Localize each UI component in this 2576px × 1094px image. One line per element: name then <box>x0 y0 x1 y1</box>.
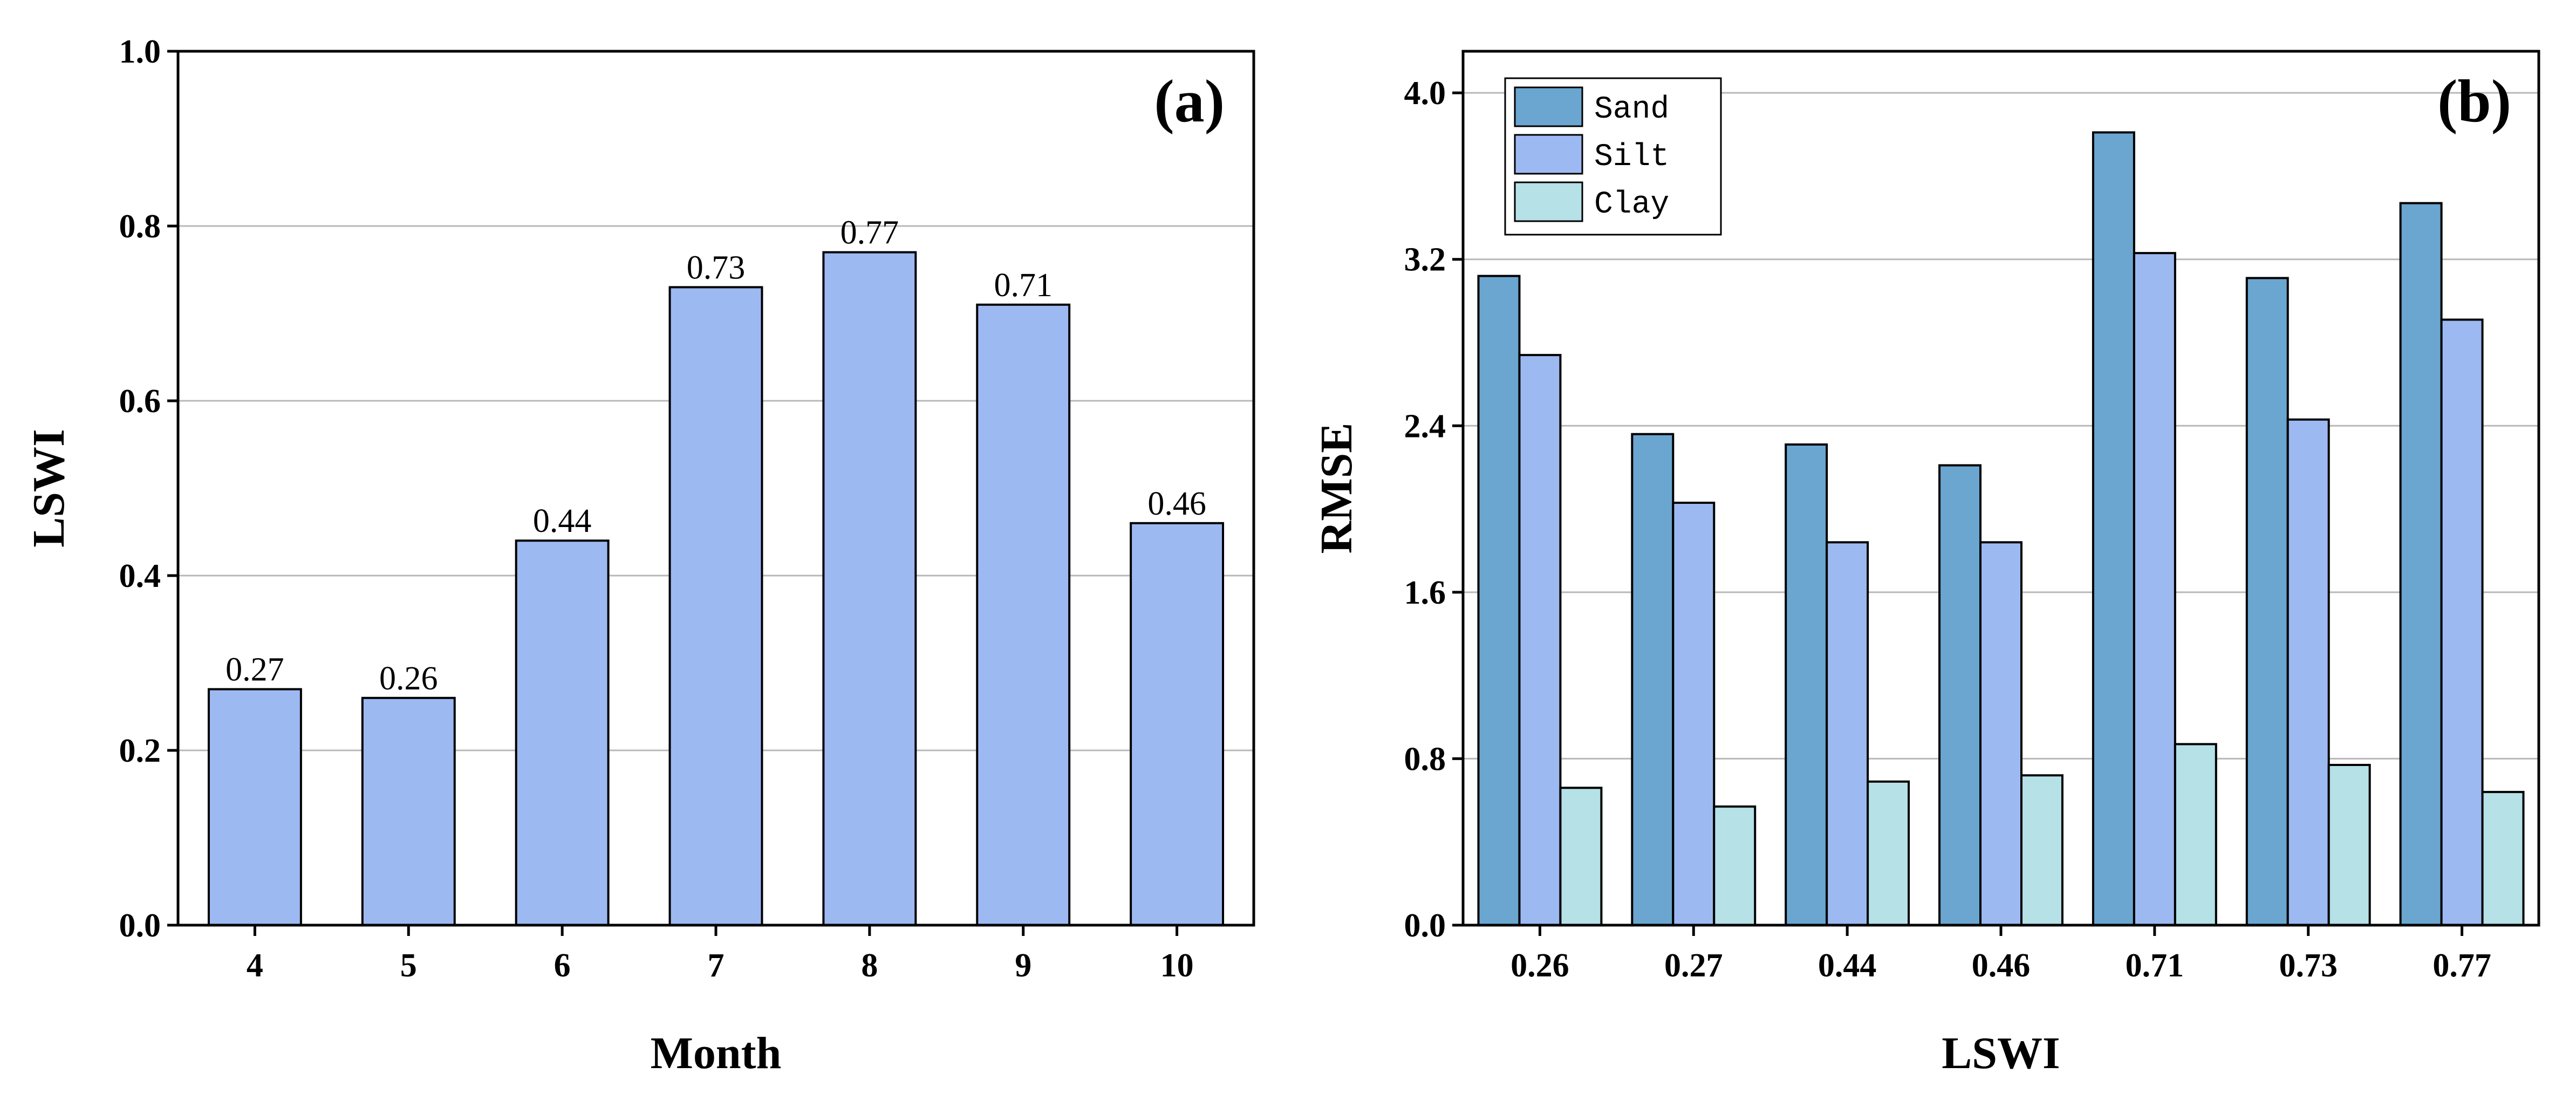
panel-b-bar-clay <box>2174 743 2217 927</box>
panel-b-bar-silt <box>1979 541 2022 926</box>
panel-a-bar <box>668 286 763 926</box>
panel-a-bar <box>976 303 1071 926</box>
panel-b-y-tick-label: 0.8 <box>1404 741 1446 777</box>
panel-a-bar <box>361 696 456 927</box>
legend-swatch-silt <box>1514 134 1583 175</box>
panel-a-data-label: 0.73 <box>687 249 746 286</box>
panel-a-data-label: 0.46 <box>1147 486 1206 522</box>
panel-b-bar-clay <box>2020 774 2063 927</box>
panel-b-bar-sand <box>2399 202 2443 927</box>
legend-swatch-clay <box>1514 181 1583 222</box>
panel-a-x-tick-label: 5 <box>400 947 417 984</box>
panel-b-bar-silt <box>2440 318 2484 926</box>
panel-b-bar-silt <box>1672 502 1716 926</box>
panel-b-label: (b) <box>2437 68 2511 135</box>
panel-b-y-tick-label: 2.4 <box>1404 408 1446 445</box>
panel-a-label: (a) <box>1154 68 1225 135</box>
legend-swatch-sand <box>1514 86 1583 127</box>
panel-b-y-tick-label: 0.0 <box>1404 907 1446 944</box>
panel-b-x-tick-label: 0.44 <box>1818 947 1877 984</box>
panel-a-y-tick-label: 0.4 <box>119 558 161 594</box>
panel-a-y-axis-title: LSWI <box>24 429 74 547</box>
panel-b-bar-silt <box>2286 418 2330 926</box>
panel-a-bar <box>1130 522 1225 926</box>
panel-b-bar-sand <box>2245 277 2289 926</box>
panel-b-legend: Sand Silt Clay <box>1504 77 1722 236</box>
panel-a-x-tick-label: 4 <box>247 947 263 984</box>
panel-b-x-axis-title: LSWI <box>1942 1028 2060 1078</box>
panel-a-bar <box>822 251 917 927</box>
panel-a-bar <box>515 539 610 926</box>
legend-label-silt: Silt <box>1594 140 1669 175</box>
panel-b-bar-clay <box>1867 780 1910 927</box>
panel-b-x-tick-label: 0.73 <box>2279 947 2338 984</box>
panel-b-y-tick-label: 4.0 <box>1404 75 1446 112</box>
panel-b-y-tick-label: 1.6 <box>1404 575 1446 611</box>
panel-a-data-label: 0.44 <box>533 503 592 539</box>
panel-a-x-tick-label: 8 <box>861 947 878 984</box>
panel-b-bar-clay <box>2481 791 2525 926</box>
panel-b-x-tick-label: 0.26 <box>1511 947 1569 984</box>
legend-label-clay: Clay <box>1594 187 1669 222</box>
panel-a-y-tick-label: 0.6 <box>119 383 161 420</box>
panel-b-bar-sand <box>1938 464 1982 926</box>
panel-a-chart: 0.27 0.26 0.44 0.73 0.77 0.71 0.46 0.0 0.2 0.4 0.… <box>24 33 1255 1078</box>
panel-a-y-tick-label: 0.2 <box>119 733 161 769</box>
panel-b-bar-clay <box>1559 787 1603 927</box>
panel-b-x-tick-label: 0.46 <box>1972 947 2031 984</box>
panel-a-data-label: 0.26 <box>379 660 438 697</box>
panel-a-x-tick-label: 9 <box>1015 947 1031 984</box>
panel-b-x-tick-label: 0.77 <box>2432 947 2491 984</box>
panel-b-bar-silt <box>1518 354 1562 927</box>
panel-a-x-tick-label: 7 <box>708 947 725 984</box>
panel-a-y-tick-label: 1.0 <box>119 33 161 70</box>
panel-b-bar-clay <box>1713 805 1757 926</box>
panel-b-x-tick-label: 0.71 <box>2126 947 2184 984</box>
panel-a-y-tick-label: 0.8 <box>119 208 161 245</box>
panel-b-bar-sand <box>2092 131 2135 926</box>
panel-a-data-label: 0.77 <box>841 215 899 251</box>
panel-b-bar-sand <box>1785 443 1828 926</box>
panel-a-bar <box>207 688 302 926</box>
panel-a-data-label: 0.27 <box>226 652 284 688</box>
panel-a-x-axis-title: Month <box>651 1028 782 1078</box>
panel-b-bar-clay <box>2327 764 2371 926</box>
panel-b-bar-sand <box>1477 275 1521 927</box>
panel-b-chart: 0.0 0.8 1.6 2.4 3.2 4.0 0.26 0.27 0.44 0.46 0.71 0… <box>1311 50 2540 1078</box>
panel-a-data-label: 0.71 <box>994 267 1053 304</box>
panel-b-bar-silt <box>2133 252 2176 927</box>
legend-label-sand: Sand <box>1594 92 1669 127</box>
panel-b-bar-sand <box>1631 433 1675 926</box>
panel-b-x-tick-label: 0.27 <box>1664 947 1723 984</box>
panel-b-bar-silt <box>1826 541 1869 926</box>
panel-b-y-axis-title: RMSE <box>1311 423 1362 554</box>
panel-a-x-tick-label: 6 <box>554 947 571 984</box>
panel-b-y-tick-label: 3.2 <box>1404 242 1446 278</box>
panel-a-y-tick-label: 0.0 <box>119 907 161 944</box>
panel-a-x-tick-label: 10 <box>1160 947 1194 984</box>
